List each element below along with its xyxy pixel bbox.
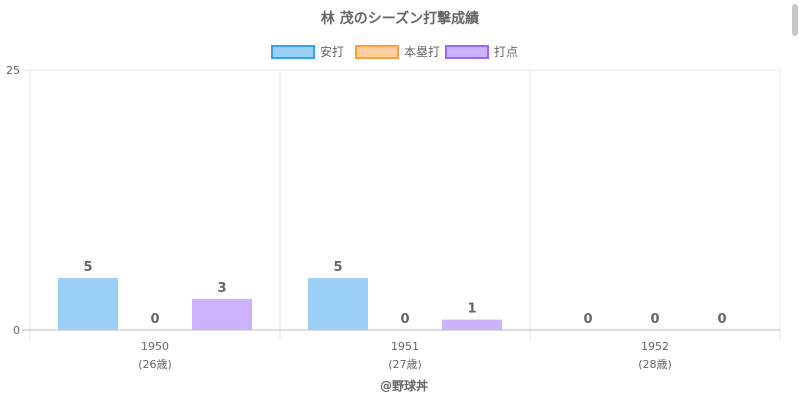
data-label-1950-0: 5 <box>83 260 92 275</box>
legend-label-2: 打点 <box>494 45 518 59</box>
bar-1951-0 <box>308 278 368 330</box>
chart-title: 林 茂のシーズン打撃成績 <box>321 10 479 27</box>
x-tick-age-1: (27歳) <box>388 358 422 371</box>
x-tick-age-2: (28歳) <box>638 358 672 371</box>
scrollbar[interactable] <box>792 4 798 36</box>
legend: 安打 本塁打 打点 <box>271 44 518 59</box>
y-axis-ticks: 0 25 <box>6 64 20 337</box>
x-tick-year-2: 1952 <box>641 340 669 353</box>
x-tick-year-1: 1951 <box>391 340 419 353</box>
data-label-1952-0: 0 <box>583 312 592 327</box>
data-label-1951-0: 5 <box>333 260 342 275</box>
x-tick-year-0: 1950 <box>141 340 169 353</box>
legend-label-1: 本塁打 <box>404 45 440 59</box>
bar-1950-0 <box>58 278 118 330</box>
grid <box>22 69 781 340</box>
data-label-1951-1: 0 <box>400 312 409 327</box>
bar-1950-2 <box>192 298 252 330</box>
data-label-1952-2: 0 <box>717 312 726 327</box>
x-tick-age-0: (26歳) <box>138 358 172 371</box>
bars: 5 0 3 5 0 1 0 0 0 <box>58 260 727 330</box>
data-label-1950-1: 0 <box>150 312 159 327</box>
legend-swatch-2 <box>445 45 489 59</box>
bar-1951-2 <box>442 319 502 330</box>
y-tick-label-0: 0 <box>13 324 20 337</box>
data-label-1952-1: 0 <box>650 312 659 327</box>
data-label-1951-2: 1 <box>467 302 476 317</box>
legend-swatch-0 <box>271 45 315 59</box>
legend-swatch-1 <box>355 45 399 59</box>
y-tick-label-1: 25 <box>6 64 20 77</box>
data-label-1950-2: 3 <box>217 281 226 296</box>
watermark: @野球丼 <box>380 378 428 393</box>
legend-label-0: 安打 <box>320 44 344 59</box>
x-axis-ticks: 1950 (26歳) 1951 (27歳) 1952 (28歳) <box>138 340 672 371</box>
